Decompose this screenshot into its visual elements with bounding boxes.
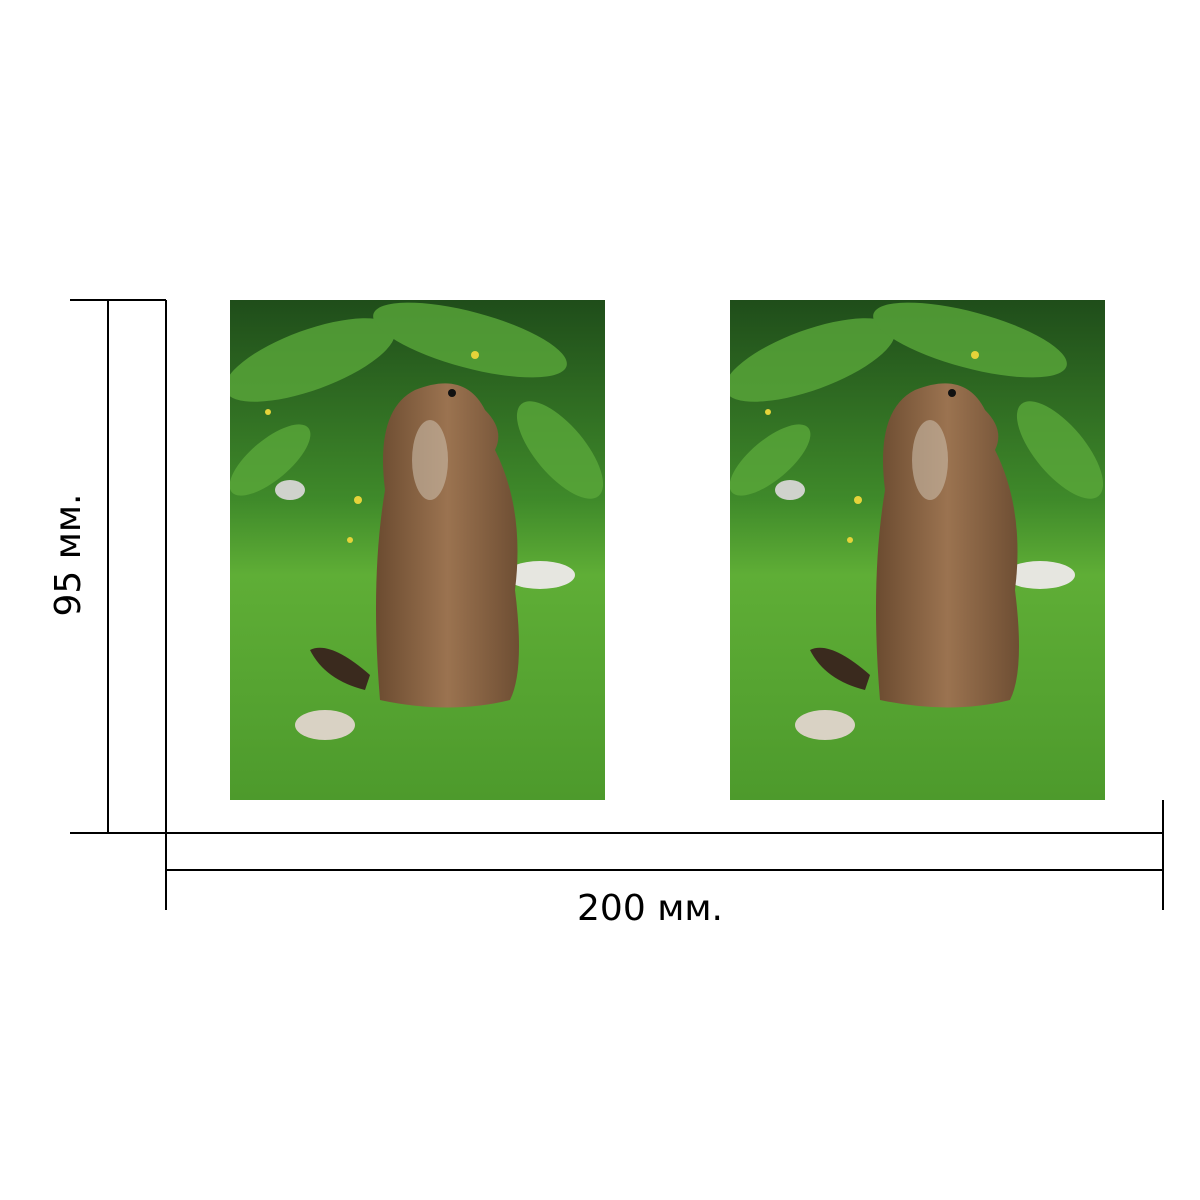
width-label: 200 мм. bbox=[577, 888, 723, 929]
product-photo bbox=[230, 300, 605, 800]
height-dimension bbox=[70, 299, 167, 834]
product-photo bbox=[730, 300, 1105, 800]
height-label: 95 мм. bbox=[48, 493, 89, 616]
width-dimension bbox=[165, 800, 1164, 910]
